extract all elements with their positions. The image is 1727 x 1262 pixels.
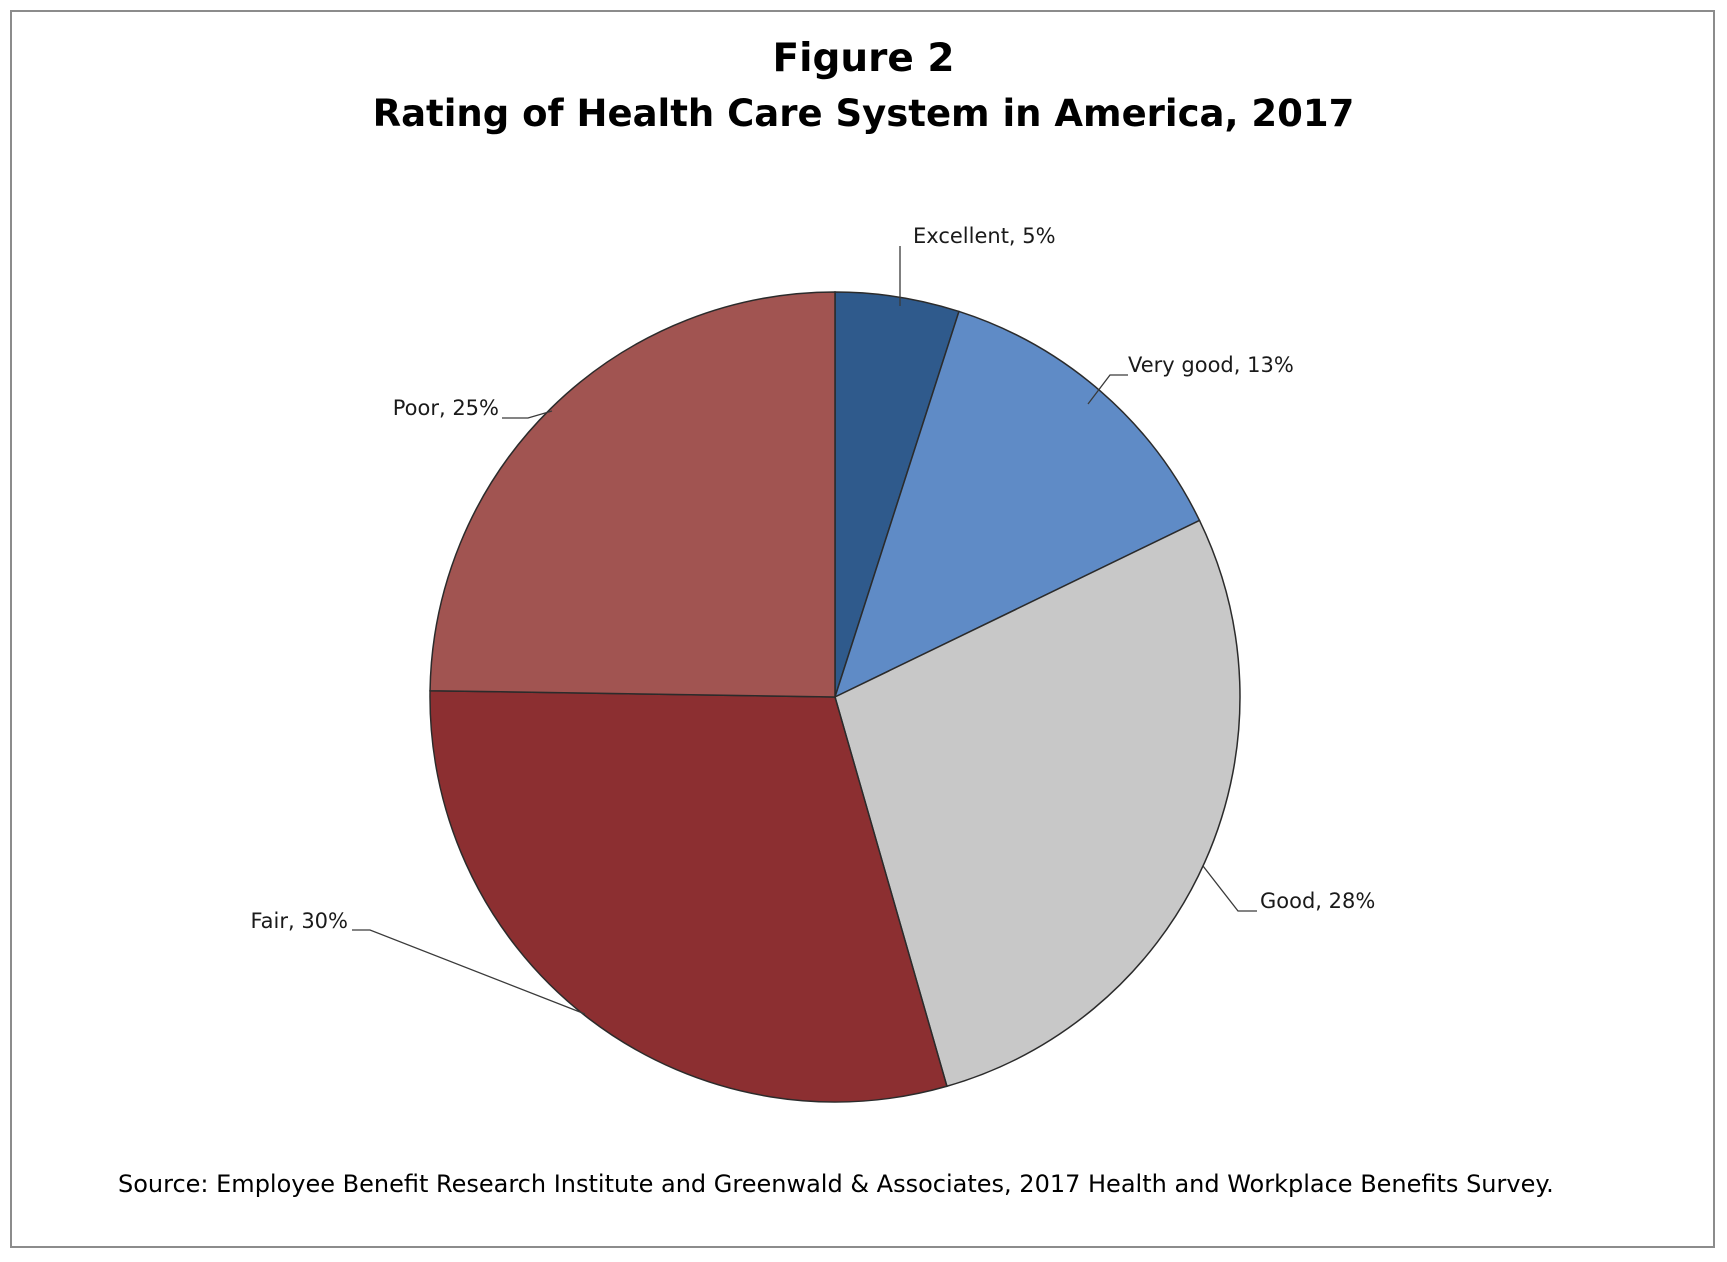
slice-label-good: Good, 28% xyxy=(1260,889,1375,913)
leader-line-fair xyxy=(352,929,586,1015)
leader-line-very-good xyxy=(1087,374,1128,405)
leader-line-poor xyxy=(502,410,553,419)
pie-slice-poor xyxy=(429,291,836,698)
slice-label-poor: Poor, 25% xyxy=(393,396,499,420)
label-leader-lines xyxy=(352,246,1257,1015)
pie-slice-fair xyxy=(429,689,948,1103)
slice-label-excellent: Excellent, 5% xyxy=(913,224,1056,248)
source-note: Source: Employee Benefit Research Instit… xyxy=(118,1170,1554,1198)
slice-label-very-good: Very good, 13% xyxy=(1128,353,1294,377)
leader-line-good xyxy=(1202,865,1257,912)
chart-title: Figure 2 xyxy=(772,36,955,81)
pie-slice-very-good xyxy=(833,310,1201,699)
slice-label-fair: Fair, 30% xyxy=(250,909,348,933)
pie-slice-good xyxy=(834,519,1241,1088)
pie-slices xyxy=(429,291,1241,1103)
slice-labels: Excellent, 5% Very good, 13% Good, 28% Fair… xyxy=(250,224,1375,933)
chart-subtitle: Rating of Health Care System in America,… xyxy=(372,92,1355,135)
